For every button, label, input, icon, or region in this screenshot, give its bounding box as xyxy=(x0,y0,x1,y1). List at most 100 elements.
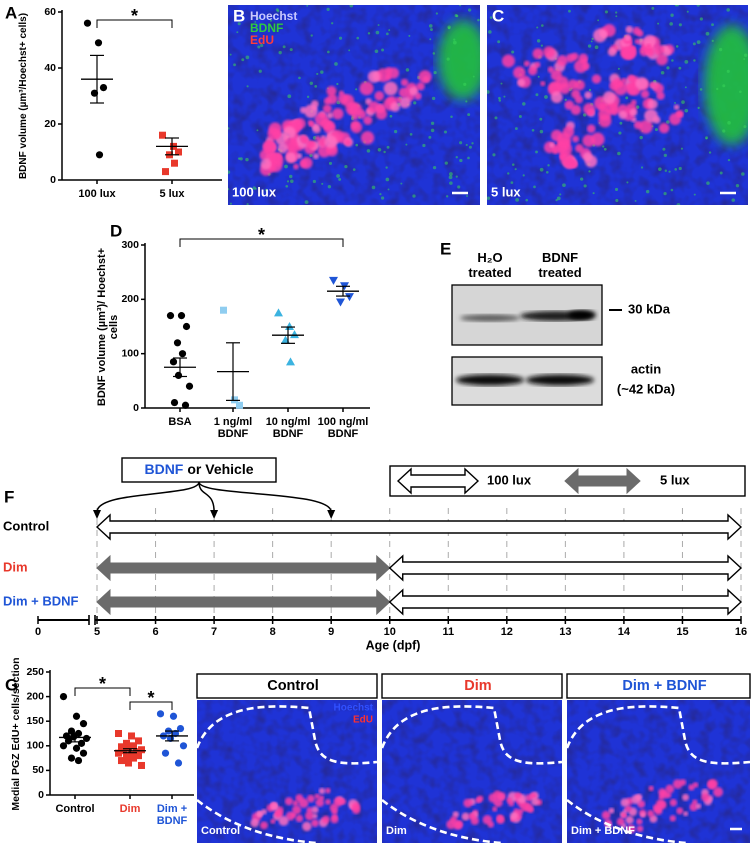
bdnf-speckle xyxy=(387,188,390,191)
bdnf-speckle xyxy=(674,102,676,104)
data-point xyxy=(281,335,290,344)
treatment-arrowhead xyxy=(327,510,336,519)
data-point xyxy=(178,350,187,358)
bdnf-speckle xyxy=(617,151,621,156)
bdnf-speckle xyxy=(488,30,492,34)
bdnf-speckle xyxy=(334,62,338,66)
bdnf-speckle xyxy=(603,147,607,151)
legend-symbol xyxy=(396,467,480,495)
edu-cell xyxy=(531,797,540,806)
significance-bracket xyxy=(96,19,173,28)
edu-cell xyxy=(385,73,392,81)
bdnf-speckle xyxy=(465,100,468,103)
x-tick-label: 100 ng/ml BDNF xyxy=(317,416,369,440)
data-point xyxy=(182,322,191,331)
tectum-outline xyxy=(197,705,377,765)
row-label: Dim + BDNF xyxy=(3,593,79,608)
bdnf-speckle xyxy=(743,58,746,60)
edu-cell xyxy=(260,158,272,170)
data-point xyxy=(174,759,183,767)
light-period xyxy=(388,554,743,582)
edu-cell xyxy=(613,81,628,96)
data-point xyxy=(123,739,130,747)
bdnf-speckle xyxy=(409,133,413,136)
bdnf-speckle xyxy=(453,38,456,41)
edu-cell xyxy=(529,792,537,800)
bdnf-speckle xyxy=(510,181,514,184)
bdnf-speckle xyxy=(583,113,587,117)
bdnf-speckle xyxy=(309,81,314,85)
edu-cell xyxy=(418,70,432,84)
edu-cell xyxy=(302,821,312,832)
band xyxy=(568,310,596,320)
bdnf-speckle xyxy=(539,167,544,172)
edu-cell xyxy=(295,814,304,823)
bdnf-speckle xyxy=(568,9,571,13)
channel-label: EdU xyxy=(250,33,274,47)
bdnf-speckle xyxy=(684,59,689,64)
x-tick-label: 16 xyxy=(735,626,747,638)
y-tick-label: 50 xyxy=(32,764,44,776)
edu-cell xyxy=(359,81,374,96)
channel-label: Hoechst xyxy=(334,703,374,714)
bdnf-speckle xyxy=(348,49,351,52)
bdnf-speckle xyxy=(587,44,592,48)
bdnf-speckle xyxy=(562,183,566,188)
bdnf-speckle xyxy=(412,194,416,198)
bdnf-signal xyxy=(438,20,480,100)
bdnf-speckle xyxy=(278,50,282,55)
data-point xyxy=(135,752,142,760)
edu-cell xyxy=(501,54,515,68)
edu-cell xyxy=(673,104,680,110)
edu-cell xyxy=(656,53,668,66)
bdnf-speckle xyxy=(309,153,313,158)
significance-label: * xyxy=(131,6,138,26)
bdnf-speckle xyxy=(537,75,540,78)
bdnf-speckle xyxy=(466,195,469,197)
data-point xyxy=(133,748,140,756)
bdnf-speckle xyxy=(494,116,498,120)
data-point xyxy=(138,761,145,769)
bdnf-speckle xyxy=(338,36,343,40)
edu-cell xyxy=(351,113,359,121)
bdnf-speckle xyxy=(594,45,599,50)
data-point xyxy=(83,19,92,27)
y-tick-label: 150 xyxy=(26,715,44,727)
edu-cell xyxy=(339,798,347,805)
edu-cell xyxy=(509,811,519,821)
data-point xyxy=(166,312,175,320)
edu-cell xyxy=(306,806,313,814)
bdnf-speckle xyxy=(344,165,348,169)
image-caption: 5 lux xyxy=(491,184,521,199)
bdnf-speckle xyxy=(597,19,600,22)
y-tick-label: 200 xyxy=(26,690,44,702)
edu-cell xyxy=(476,795,484,803)
x-tick-label: 6 xyxy=(152,626,158,638)
bdnf-speckle xyxy=(459,5,462,7)
bdnf-speckle xyxy=(306,95,310,99)
edu-cell xyxy=(318,795,325,801)
data-point xyxy=(79,749,88,757)
lane-label: BDNF treated xyxy=(538,250,582,280)
bdnf-speckle xyxy=(400,182,403,185)
y-axis-label: Medial PGZ EdU+ cells/section xyxy=(10,656,22,811)
bdnf-speckle xyxy=(684,86,687,89)
edu-cell xyxy=(659,790,669,799)
bdnf-speckle xyxy=(559,193,562,196)
edu-cell xyxy=(683,811,689,817)
bdnf-speckle xyxy=(498,99,502,102)
edu-cell xyxy=(299,159,308,168)
bdnf-signal xyxy=(704,25,748,145)
bdnf-speckle xyxy=(355,143,359,147)
bdnf-speckle xyxy=(669,22,673,26)
edu-cell xyxy=(625,25,634,34)
edu-cell xyxy=(643,34,657,48)
micrograph xyxy=(382,700,562,843)
edu-cell xyxy=(312,153,319,160)
data-point xyxy=(174,371,183,379)
data-point xyxy=(170,398,179,407)
panel-letter: B xyxy=(233,6,245,25)
bdnf-speckle xyxy=(405,143,408,146)
tectum-outline xyxy=(382,705,562,765)
edu-cell xyxy=(669,113,682,126)
